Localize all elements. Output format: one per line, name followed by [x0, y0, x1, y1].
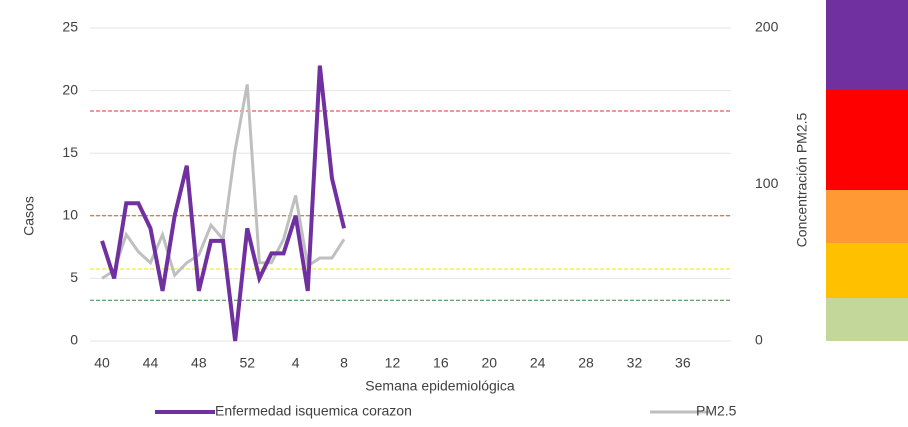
x-tick-label: 4 [292, 355, 300, 371]
y2-tick-label: 200 [755, 19, 779, 35]
y-tick-label: 25 [62, 19, 78, 35]
y-tick-label: 15 [62, 144, 78, 160]
legend-label: PM2.5 [696, 403, 737, 419]
scale-band [826, 0, 908, 90]
x-tick-label: 36 [675, 355, 691, 371]
y-axis-label: Casos [21, 196, 37, 236]
y-tick-label: 0 [70, 332, 78, 348]
x-tick-label: 32 [627, 355, 643, 371]
x-axis-label: Semana epidemiológica [365, 378, 515, 394]
x-tick-label: 40 [94, 355, 110, 371]
y2-axis-label: Concentración PM2.5 [794, 112, 810, 247]
scale-band [826, 298, 908, 341]
x-tick-label: 48 [191, 355, 207, 371]
scale-band [826, 90, 908, 190]
series-line [100, 65, 346, 342]
x-tick-label: 28 [578, 355, 594, 371]
y-tick-label: 20 [62, 81, 78, 97]
scale-band [826, 190, 908, 243]
color-scale [826, 0, 908, 341]
x-tick-label: 12 [385, 355, 401, 371]
x-tick-label: 16 [433, 355, 449, 371]
scale-band [826, 243, 908, 298]
y-tick-label: 5 [70, 269, 78, 285]
x-tick-label: 8 [340, 355, 348, 371]
x-tick-label: 20 [481, 355, 497, 371]
x-tick-label: 24 [530, 355, 546, 371]
legend-label: Enfermedad isquemica corazon [215, 403, 412, 419]
y2-tick-label: 100 [755, 175, 779, 191]
x-tick-label: 52 [239, 355, 255, 371]
y-tick-label: 10 [62, 207, 78, 223]
y2-tick-label: 0 [755, 332, 763, 348]
x-tick-label: 44 [143, 355, 159, 371]
